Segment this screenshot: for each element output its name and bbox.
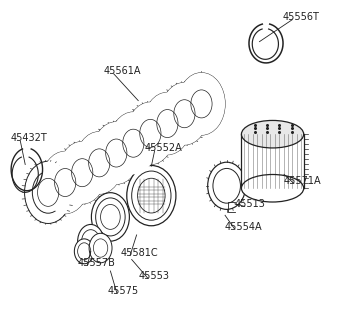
- Ellipse shape: [178, 73, 225, 135]
- Text: 45553: 45553: [138, 271, 169, 281]
- Polygon shape: [241, 134, 304, 188]
- Ellipse shape: [241, 120, 304, 148]
- Text: 45561A: 45561A: [104, 66, 141, 76]
- Ellipse shape: [89, 233, 112, 263]
- Text: 45513: 45513: [235, 199, 266, 209]
- Ellipse shape: [78, 224, 104, 259]
- Text: 45581C: 45581C: [120, 248, 158, 258]
- Ellipse shape: [58, 141, 106, 204]
- Text: 45557B: 45557B: [78, 258, 116, 268]
- Ellipse shape: [161, 83, 208, 145]
- Ellipse shape: [74, 239, 94, 264]
- Ellipse shape: [127, 165, 176, 226]
- Ellipse shape: [25, 161, 72, 223]
- Ellipse shape: [91, 193, 129, 241]
- Text: 45571A: 45571A: [284, 176, 321, 186]
- Text: 45556T: 45556T: [282, 12, 319, 22]
- Text: 45552A: 45552A: [145, 143, 183, 153]
- Ellipse shape: [144, 92, 191, 155]
- Ellipse shape: [208, 162, 246, 209]
- Text: 45432T: 45432T: [11, 133, 47, 143]
- Text: 45575: 45575: [107, 286, 138, 295]
- Ellipse shape: [241, 174, 304, 202]
- Ellipse shape: [76, 132, 123, 194]
- Ellipse shape: [127, 102, 174, 164]
- Text: 45554A: 45554A: [225, 222, 263, 232]
- Ellipse shape: [42, 151, 89, 214]
- Ellipse shape: [110, 112, 157, 174]
- Ellipse shape: [93, 122, 140, 184]
